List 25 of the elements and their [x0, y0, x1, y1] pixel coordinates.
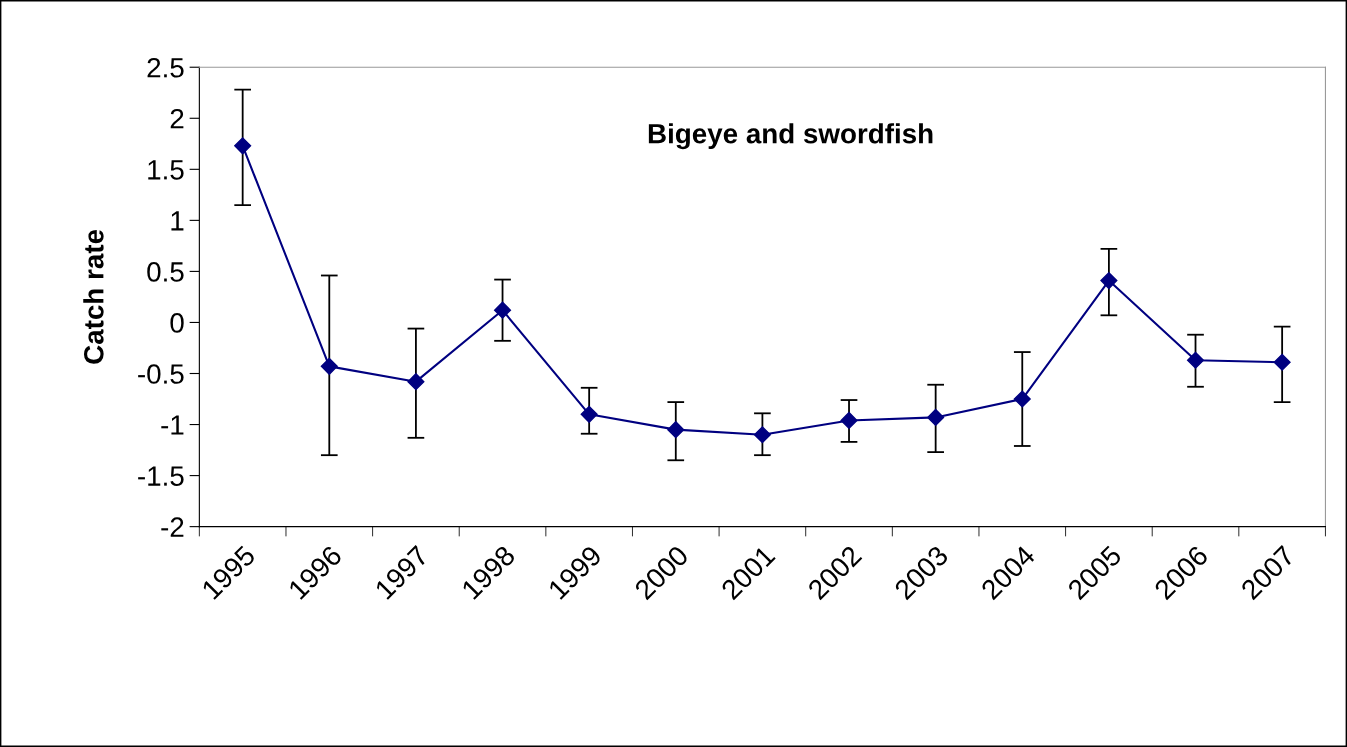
point — [493, 301, 512, 319]
point — [580, 405, 598, 423]
y-tick-label: -1.5 — [138, 466, 184, 486]
point — [1186, 351, 1205, 369]
y-tick-label: -1 — [161, 415, 184, 435]
y-tick-label: 2 — [170, 108, 184, 129]
point — [667, 421, 685, 439]
point — [840, 411, 858, 430]
point — [927, 408, 945, 426]
point — [1273, 353, 1291, 371]
y-tick-label: -2 — [161, 517, 184, 537]
y-tick-label: 2.5 — [147, 57, 184, 78]
y-tick-label: -0.5 — [138, 364, 184, 384]
point — [753, 426, 771, 444]
y-tick-label: 0 — [170, 313, 184, 333]
y-tick-label: 1.5 — [148, 160, 184, 180]
point — [320, 357, 338, 375]
text: Bigeye and swordfish — [648, 123, 933, 150]
y-tick-label: 1 — [171, 211, 184, 231]
point — [407, 373, 425, 391]
point — [1100, 272, 1118, 290]
point — [1013, 390, 1031, 408]
y-axis-title: Catch rate — [83, 229, 104, 364]
y-tick-label: 0.5 — [147, 262, 184, 282]
point — [234, 137, 252, 155]
